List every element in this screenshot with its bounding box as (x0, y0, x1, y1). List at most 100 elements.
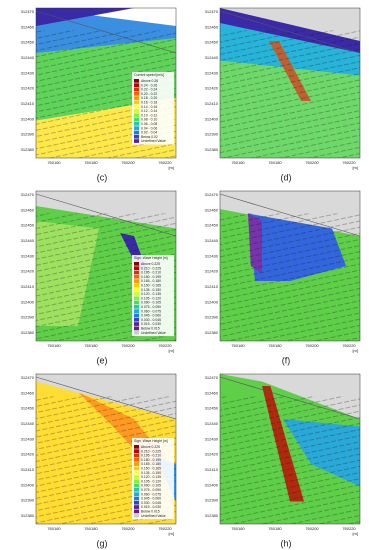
legend-swatch (134, 134, 139, 139)
y-tick-label: 312460 (205, 390, 219, 395)
x-tick-label: 760180 (268, 160, 282, 165)
legend-entry: 0.210 - 0.225 (141, 266, 161, 270)
legend-entry: 0.105 - 0.120 (141, 479, 161, 483)
legend-entry: 0.14 - 0.16 (141, 105, 157, 109)
y-tick-label: 312430 (205, 253, 219, 258)
legend-entry: 0.090 - 0.105 (141, 484, 161, 488)
legend-swatch (134, 313, 139, 318)
y-tick-label: 312430 (205, 70, 219, 75)
legend-swatch (134, 300, 139, 305)
map-region (220, 374, 360, 419)
x-tick-label: 760200 (305, 526, 319, 531)
shoreline (35, 193, 177, 237)
shoreline (219, 193, 361, 237)
legend-swatch (134, 87, 139, 92)
legend-swatch (134, 266, 139, 270)
legend-entry: 0.20 - 0.22 (141, 92, 157, 96)
y-tick-label: 312450 (21, 223, 35, 228)
y-tick-label: 312440 (205, 238, 219, 243)
legend-entry: 0.150 - 0.165 (141, 467, 161, 471)
legend-entry: 0.02 - 0.04 (141, 131, 157, 135)
legend-title: Sign. Wave Height [m] (134, 439, 168, 443)
velocity-vectors (220, 213, 360, 341)
legend-swatch (134, 274, 139, 279)
plot-frame (35, 7, 177, 159)
legend-swatch (134, 496, 139, 501)
y-tick-label: 312390 (21, 498, 35, 503)
legend-swatch (134, 262, 139, 266)
y-tick-label: 312400 (205, 482, 219, 487)
y-tick-label: 312400 (21, 299, 35, 304)
velocity-vectors (220, 30, 360, 158)
legend-entry: Undefined Value (141, 331, 166, 335)
legend-entry: 0.075 - 0.090 (141, 488, 161, 492)
legend-swatch (134, 449, 139, 453)
y-tick-label: 312450 (21, 40, 35, 45)
y-tick-label: 312380 (205, 147, 219, 152)
legend-swatch (134, 483, 139, 488)
legend-title: Current speed [m/s] (134, 73, 164, 77)
x-tick-label: 760200 (121, 526, 135, 531)
y-tick-label: 312380 (205, 513, 219, 518)
legend-swatch (134, 505, 139, 509)
legend-entry: 0.08 - 0.10 (141, 118, 157, 122)
legend-swatch (134, 79, 139, 83)
legend-entry: 0.030 - 0.045 (141, 501, 161, 505)
x-tick-label: 760160 (231, 160, 245, 165)
y-tick-label: 312430 (21, 70, 35, 75)
legend-entry: 0.210 - 0.225 (141, 449, 161, 453)
legend-swatch (134, 83, 139, 87)
x-tick-label: 760220 (158, 343, 172, 348)
legend-swatch (134, 462, 139, 466)
legend-entry: Below 0.02 (141, 135, 158, 139)
y-tick-label: 312470 (21, 375, 35, 380)
legend-swatch (134, 445, 139, 449)
legend-entry: 0.16 - 0.18 (141, 101, 157, 105)
legend-entry: 0.120 - 0.135 (141, 292, 161, 296)
legend-entry: 0.015 - 0.030 (141, 505, 161, 509)
legend-swatch (134, 126, 139, 130)
x-tick-label: 760200 (121, 160, 135, 165)
y-tick-label: 312420 (21, 86, 35, 91)
x-tick-label: 760180 (84, 343, 98, 348)
x-tick-label: 760160 (47, 160, 61, 165)
legend-entry: Undefined Value (141, 514, 166, 518)
x-tick-label: 760220 (342, 160, 356, 165)
x-tick-label: 760160 (231, 343, 245, 348)
y-tick-label: 312410 (205, 467, 219, 472)
legend-swatch (134, 117, 139, 122)
panel: 312470 312460 312450 312440 312430 312420 3124… (21, 7, 177, 182)
panel-label: (f) (282, 355, 291, 365)
legend-swatch (134, 509, 139, 514)
legend-swatch (134, 305, 139, 309)
legend-entry: 0.135 - 0.150 (141, 288, 161, 292)
legend-entry: 0.150 - 0.165 (141, 284, 161, 288)
legend-entry: Above 0.225 (141, 445, 160, 449)
legend-entry: 0.105 - 0.120 (141, 296, 161, 300)
legend-entry: 0.12 - 0.14 (141, 109, 157, 113)
legend-swatch (134, 270, 139, 275)
legend-entry: 0.030 - 0.045 (141, 318, 161, 322)
x-tick-label: 760160 (47, 343, 61, 348)
y-tick-label: 312460 (205, 207, 219, 212)
y-tick-label: 312440 (21, 238, 35, 243)
y-tick-label: 312440 (21, 421, 35, 426)
y-tick-label: 312420 (21, 452, 35, 457)
legend-entry: 0.180 - 0.195 (141, 458, 161, 462)
legend-swatch (134, 500, 139, 505)
y-tick-label: 312470 (21, 9, 35, 14)
y-tick-label: 312400 (205, 116, 219, 121)
legend-entry: Above 0.26 (141, 79, 158, 83)
panel-label: (d) (281, 172, 292, 182)
x-tick-label: 760160 (231, 526, 245, 531)
legend-entry: 0.015 - 0.030 (141, 322, 161, 326)
y-tick-label: 312380 (205, 330, 219, 335)
legend-swatch (134, 122, 139, 126)
legend-swatch (134, 309, 139, 313)
legend-entry: 0.04 - 0.06 (141, 126, 157, 130)
panel: 312470 312460 312450 312440 312430 312420 3124… (21, 190, 177, 365)
x-tick-label: 760220 (158, 160, 172, 165)
y-tick-label: 312470 (205, 192, 219, 197)
y-tick-label: 312450 (205, 406, 219, 411)
legend-entry: 0.090 - 0.105 (141, 301, 161, 305)
